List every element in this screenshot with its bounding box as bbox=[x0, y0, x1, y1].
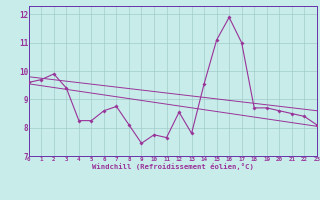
X-axis label: Windchill (Refroidissement éolien,°C): Windchill (Refroidissement éolien,°C) bbox=[92, 163, 254, 170]
